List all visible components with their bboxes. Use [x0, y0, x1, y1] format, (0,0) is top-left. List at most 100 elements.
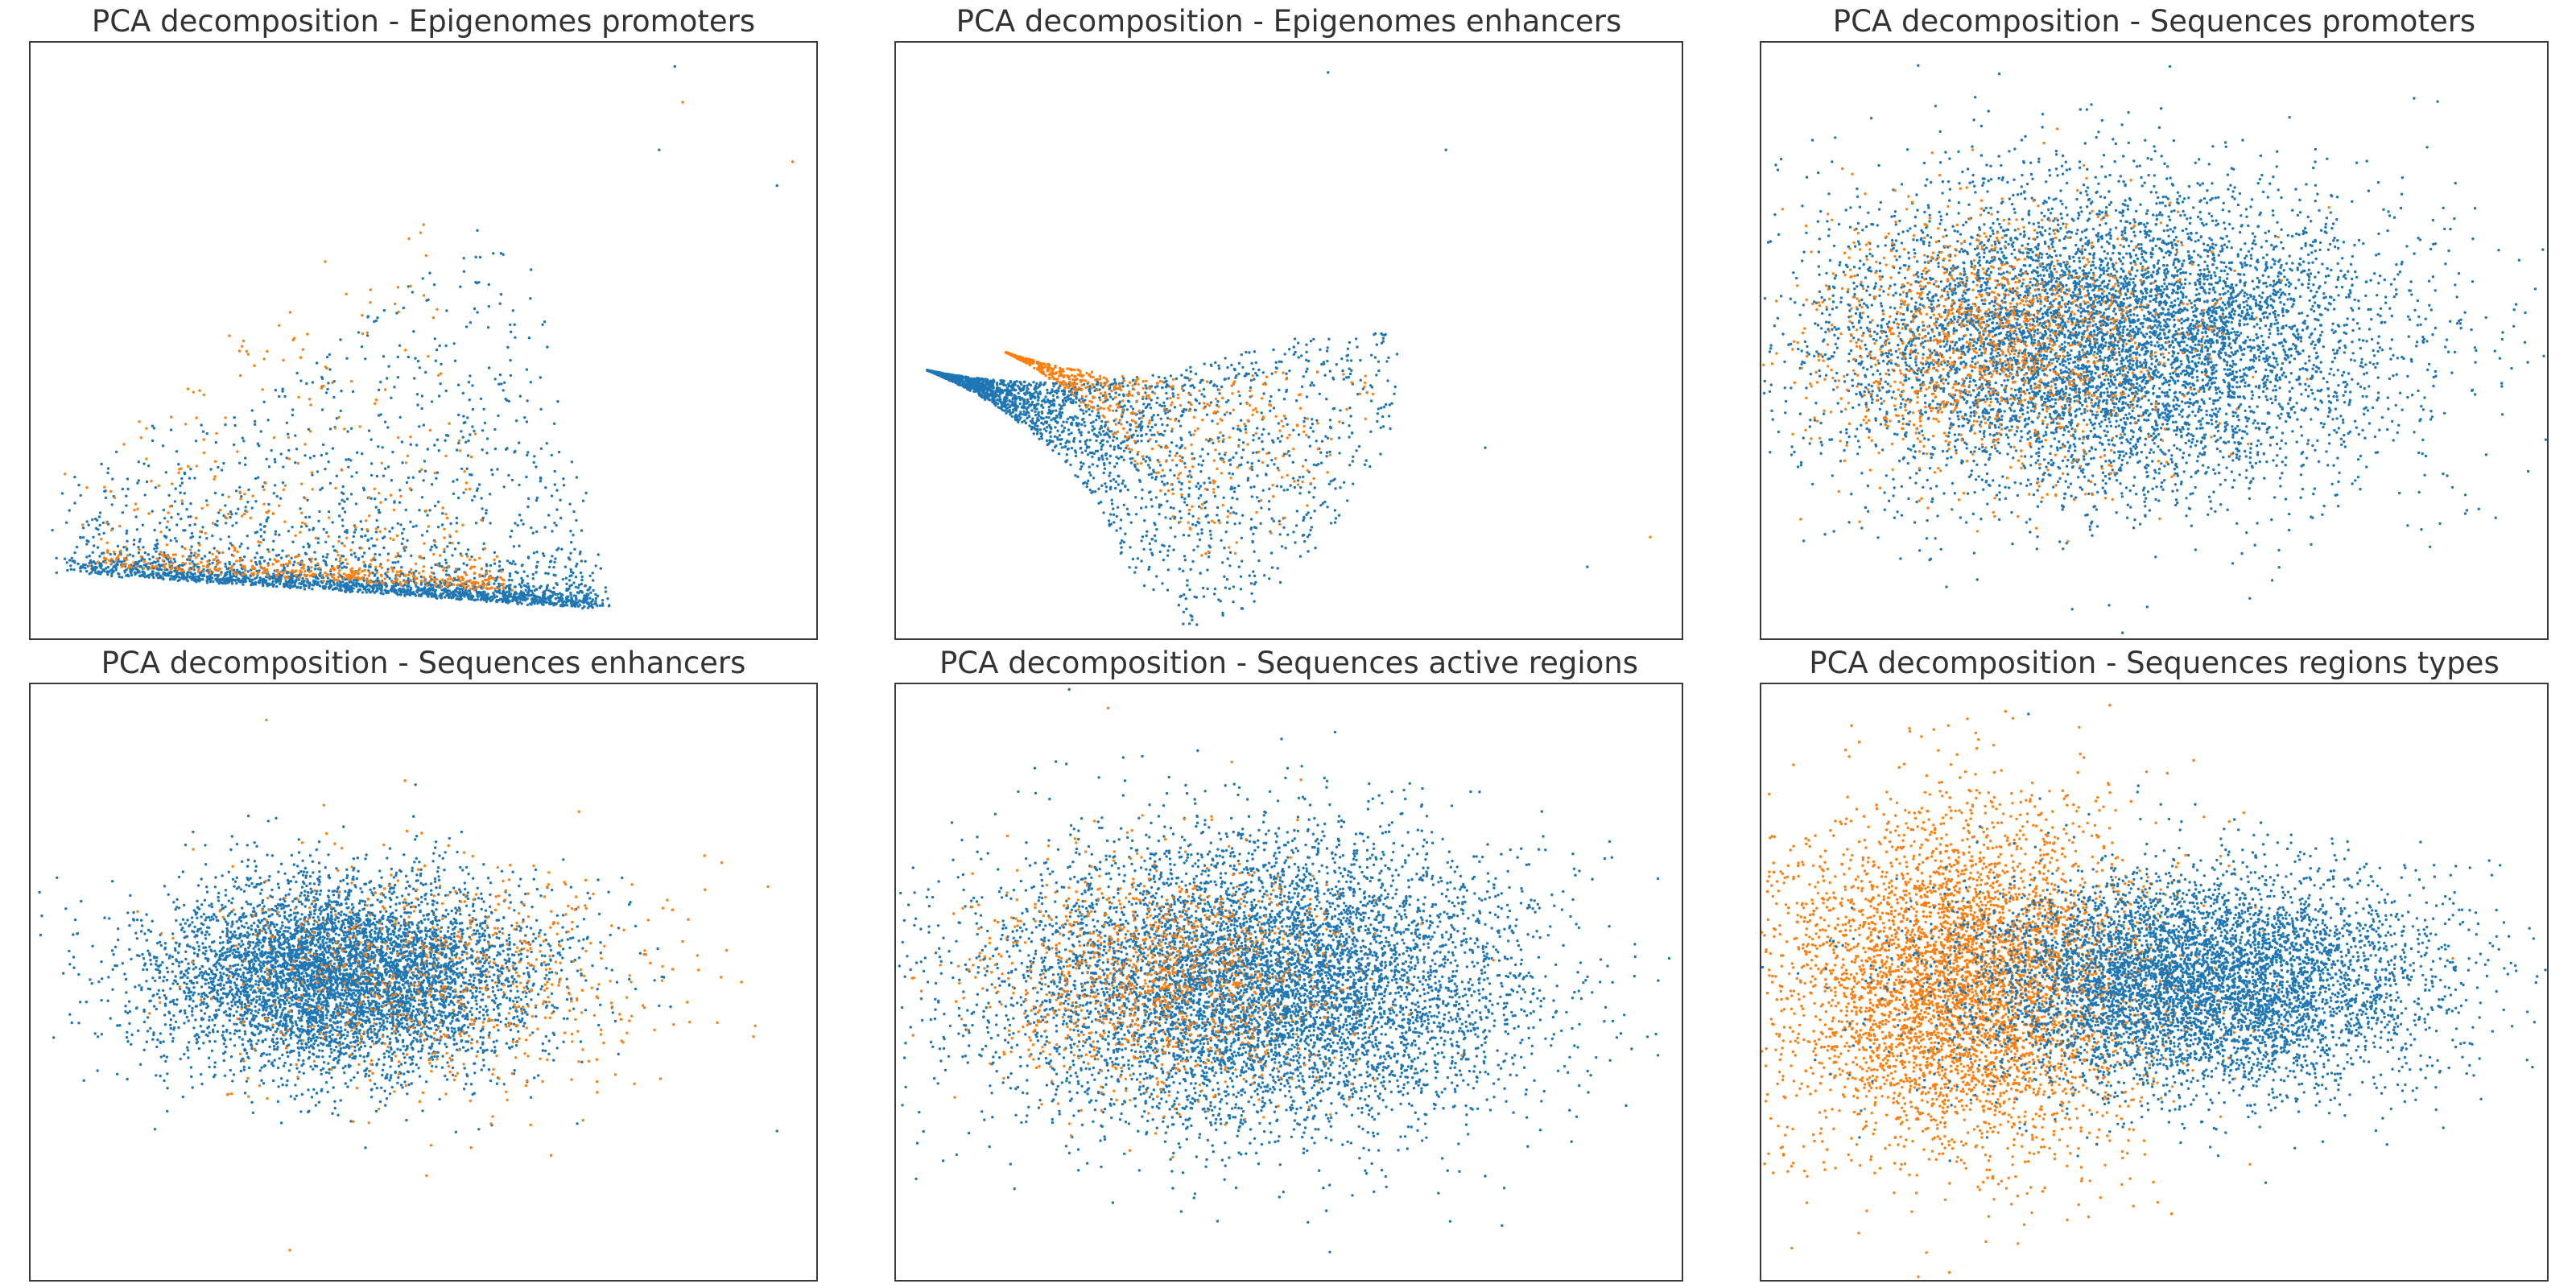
scatter-point — [393, 501, 396, 504]
scatter-point — [1217, 598, 1220, 601]
scatter-point — [1098, 431, 1101, 434]
scatter-point — [1112, 439, 1115, 442]
scatter-point — [342, 576, 345, 580]
scatter-point — [530, 589, 534, 592]
scatter-point — [538, 596, 542, 599]
scatter-point — [316, 562, 320, 565]
scatter-point — [1032, 432, 1035, 436]
scatter-point — [1240, 536, 1244, 539]
scatter-point — [430, 400, 434, 403]
scatter-point — [1291, 477, 1295, 480]
scatter-point — [1147, 491, 1151, 494]
scatter-point — [282, 465, 285, 469]
scatter-point — [174, 487, 177, 490]
scatter-point — [352, 581, 355, 584]
scatter-point — [338, 514, 341, 518]
scatter-point — [1250, 462, 1253, 465]
scatter-point — [1331, 378, 1335, 381]
scatter-point — [222, 514, 225, 518]
scatter-point — [1202, 387, 1206, 391]
scatter-point — [520, 564, 524, 568]
scatter-point — [288, 561, 291, 564]
scatter-point — [530, 598, 534, 601]
scatter-point — [555, 592, 559, 597]
scatter-point — [391, 450, 394, 454]
scatter-point — [1102, 430, 1105, 433]
scatter-point — [466, 454, 470, 457]
scatter-point — [443, 536, 446, 539]
scatter-point — [369, 559, 373, 562]
scatter-point — [180, 517, 183, 521]
scatter-point — [415, 581, 418, 585]
scatter-point — [348, 589, 352, 592]
scatter-point — [532, 551, 536, 555]
scatter-point — [329, 568, 332, 571]
scatter-point — [496, 587, 500, 590]
scatter-point — [456, 496, 460, 500]
scatter-point — [444, 454, 448, 458]
scatter-point — [316, 577, 320, 580]
scatter-point — [116, 544, 120, 548]
scatter-point — [441, 506, 444, 510]
scatter-point — [126, 487, 130, 491]
scatter-point — [353, 525, 357, 529]
scatter-point — [150, 479, 153, 483]
scatter-point — [527, 585, 530, 588]
scatter-point — [1225, 578, 1229, 581]
scatter-point — [206, 559, 209, 564]
scatter-point — [444, 513, 448, 516]
scatter-point — [106, 565, 110, 569]
scatter-point — [157, 484, 160, 488]
scatter-point — [471, 498, 474, 502]
scatter-point — [1187, 622, 1191, 625]
scatter-point — [446, 545, 449, 548]
scatter-point — [293, 584, 296, 587]
scatter-point — [159, 568, 163, 572]
scatter-point — [426, 584, 429, 588]
scatter-point — [1311, 423, 1314, 426]
scatter-point — [196, 570, 200, 573]
scatter-point — [328, 368, 332, 371]
scatter-point — [420, 592, 423, 596]
scatter-point — [430, 595, 433, 598]
scatter-point — [386, 552, 390, 555]
scatter-point — [554, 597, 557, 601]
scatter-point — [1100, 448, 1103, 451]
scatter-point — [471, 425, 474, 428]
scatter-point — [138, 548, 141, 551]
scatter-point — [184, 529, 187, 532]
scatter-point — [392, 538, 395, 542]
scatter-point — [594, 602, 597, 605]
scatter-point — [200, 557, 204, 560]
scatter-point — [473, 495, 477, 498]
scatter-point — [1026, 391, 1029, 395]
scatter-point — [1116, 506, 1120, 509]
scatter-point — [443, 589, 446, 592]
scatter-point — [1382, 406, 1386, 409]
scatter-point — [283, 520, 287, 523]
scatter-point — [568, 579, 572, 582]
scatter-point — [1245, 350, 1248, 354]
scatter-point — [1323, 500, 1327, 504]
scatter-point — [436, 500, 440, 504]
scatter-point — [444, 389, 448, 393]
scatter-point — [178, 468, 181, 471]
scatter-point — [272, 492, 275, 495]
scatter-point — [1140, 420, 1143, 423]
scatter-point — [468, 398, 471, 402]
scatter-point — [510, 588, 514, 592]
scatter-point — [177, 471, 180, 474]
scatter-point — [502, 389, 505, 392]
scatter-point — [251, 582, 255, 585]
scatter-point — [199, 530, 202, 534]
scatter-point — [193, 551, 197, 555]
scatter-point — [466, 548, 470, 551]
scatter-point — [509, 323, 512, 327]
scatter-point — [1177, 604, 1181, 607]
scatter-point — [418, 593, 421, 597]
scatter-point — [311, 573, 314, 576]
scatter-point — [440, 565, 444, 568]
scatter-point — [367, 574, 370, 577]
scatter-point — [1278, 519, 1281, 522]
scatter-point — [1292, 428, 1295, 431]
